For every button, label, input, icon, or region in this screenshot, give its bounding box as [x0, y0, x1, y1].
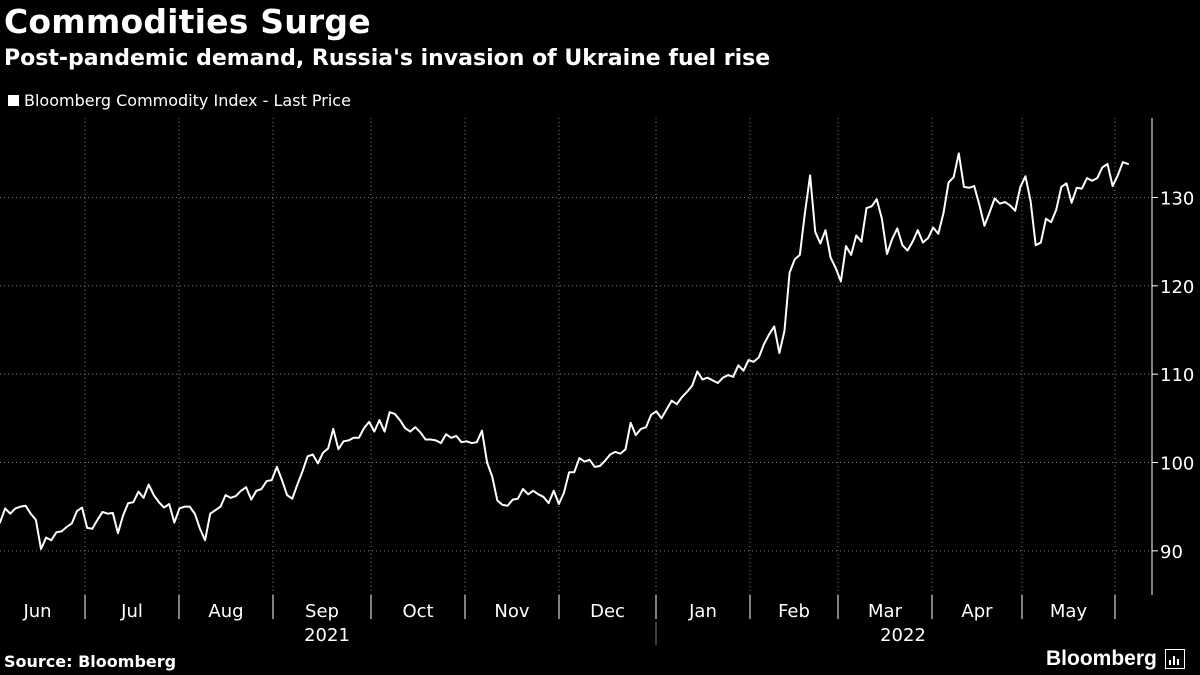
year-label-2022: 2022	[880, 625, 926, 646]
x-tick-label-jun: Jun	[22, 601, 51, 622]
x-tick-label-jan: Jan	[688, 601, 717, 622]
x-tick-label-nov: Nov	[494, 601, 529, 622]
y-tick-label-100: 100	[1160, 454, 1194, 475]
series-line-bcom	[0, 152, 1129, 551]
x-tick-label-dec: Dec	[590, 601, 625, 622]
y-tick-label-120: 120	[1160, 277, 1194, 298]
year-label-2021: 2021	[304, 625, 350, 646]
source-note: Source: Bloomberg	[4, 652, 177, 671]
x-tick-label-jul: Jul	[120, 601, 143, 622]
y-tick-label-130: 130	[1160, 189, 1194, 210]
chart-subtitle: Post-pandemic demand, Russia's invasion …	[4, 46, 771, 71]
legend: Bloomberg Commodity Index - Last Price	[8, 91, 351, 110]
x-tick-label-feb: Feb	[778, 601, 810, 622]
y-tick-label-110: 110	[1160, 365, 1194, 386]
bloomberg-chart-icon	[1164, 649, 1185, 669]
x-tick-label-sep: Sep	[305, 601, 339, 622]
x-tick-label-aug: Aug	[208, 601, 243, 622]
x-tick-label-mar: Mar	[868, 601, 903, 622]
x-tick-label-apr: Apr	[961, 601, 993, 622]
x-tick-label-may: May	[1050, 601, 1088, 622]
y-tick-label-90: 90	[1160, 542, 1183, 563]
x-tick-label-oct: Oct	[402, 601, 433, 622]
chart-title: Commodities Surge	[4, 2, 371, 41]
bloomberg-logo: Bloomberg	[1046, 647, 1185, 671]
legend-label: Bloomberg Commodity Index - Last Price	[24, 91, 351, 110]
brand-text: Bloomberg	[1046, 647, 1157, 670]
legend-swatch	[8, 95, 19, 106]
